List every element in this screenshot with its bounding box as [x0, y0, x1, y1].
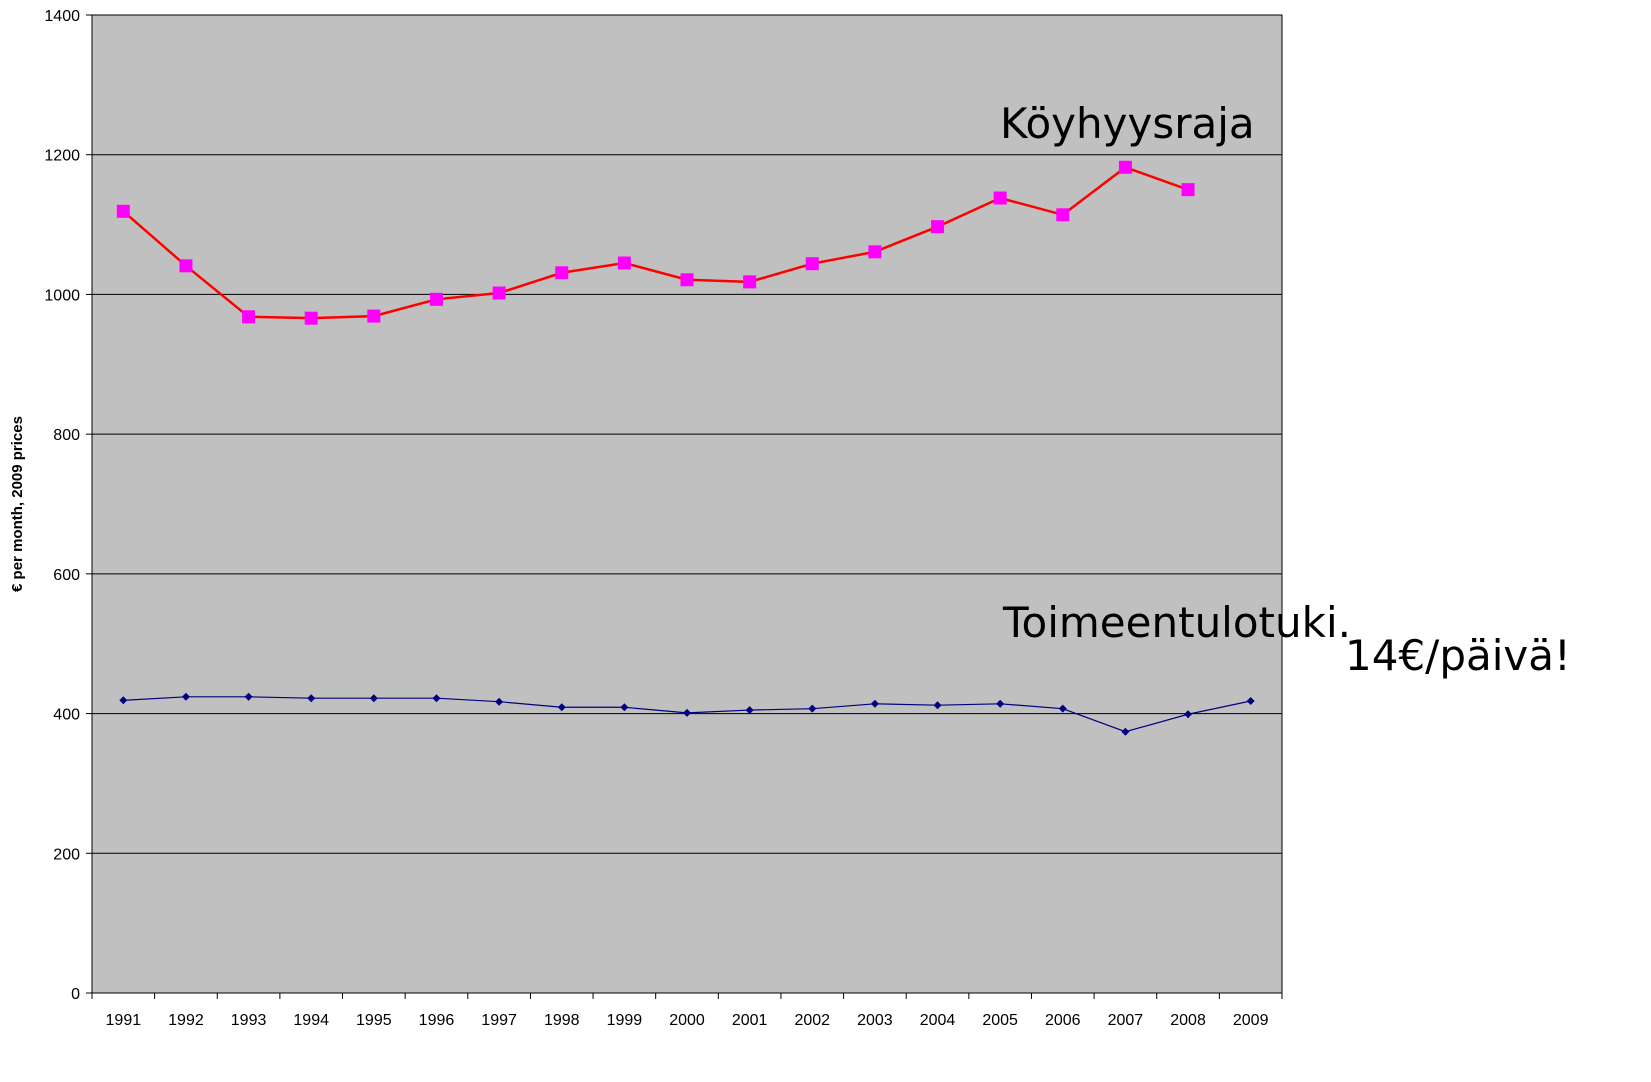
marker	[870, 699, 879, 708]
x-tick-label: 2000	[669, 1012, 705, 1029]
annotation: 14€/päivä!	[1345, 631, 1571, 680]
marker	[996, 699, 1005, 708]
x-tick-label: 1999	[607, 1012, 643, 1029]
marker	[555, 266, 569, 280]
marker	[429, 292, 443, 306]
x-tick-label: 1992	[168, 1012, 204, 1029]
x-tick-label: 2005	[982, 1012, 1018, 1029]
y-tick-label: 1200	[44, 148, 80, 165]
plot-area	[92, 15, 1282, 993]
marker	[557, 703, 566, 712]
marker	[304, 311, 318, 325]
marker	[1118, 160, 1132, 174]
marker	[244, 692, 253, 701]
marker	[745, 706, 754, 715]
x-tick-label: 2008	[1170, 1012, 1206, 1029]
x-tick-label: 2007	[1108, 1012, 1144, 1029]
y-tick-label: 600	[53, 567, 80, 584]
marker	[369, 694, 378, 703]
x-tick-label: 2004	[920, 1012, 956, 1029]
marker	[492, 286, 506, 300]
marker	[683, 708, 691, 717]
x-tick-label: 1994	[293, 1012, 329, 1029]
marker	[933, 701, 942, 710]
marker	[620, 703, 629, 712]
y-tick-label: 200	[53, 846, 80, 863]
y-tick-label: 1400	[44, 8, 80, 25]
marker	[868, 245, 882, 259]
marker	[495, 697, 504, 706]
marker	[116, 204, 130, 218]
marker	[1184, 710, 1193, 719]
marker	[931, 220, 945, 234]
x-tick-label: 2003	[857, 1012, 893, 1029]
y-tick-label: 1000	[44, 287, 80, 304]
marker	[242, 310, 256, 324]
marker	[432, 694, 441, 703]
x-tick-label: 1991	[106, 1012, 142, 1029]
x-tick-label: 2009	[1233, 1012, 1269, 1029]
marker	[307, 694, 316, 703]
marker	[1246, 696, 1255, 705]
marker	[1121, 727, 1130, 736]
x-tick-label: 2001	[732, 1012, 768, 1029]
series-line	[122, 165, 1189, 320]
y-tick-label: 800	[53, 427, 80, 444]
marker	[808, 704, 817, 713]
plot-border	[91, 14, 1283, 994]
x-tick-label: 2006	[1045, 1012, 1081, 1029]
y-tick-label: 400	[53, 707, 80, 724]
x-tick-label: 1996	[419, 1012, 455, 1029]
series-label: Köyhyysraja	[1000, 99, 1255, 148]
y-tick-label: 0	[71, 986, 80, 1003]
x-tick-label: 1995	[356, 1012, 392, 1029]
x-tick-label: 1997	[481, 1012, 517, 1029]
x-tick-label: 2002	[794, 1012, 830, 1029]
marker	[119, 696, 128, 705]
marker	[367, 309, 381, 323]
marker	[680, 273, 694, 287]
marker	[1056, 208, 1070, 222]
marker	[993, 191, 1007, 205]
marker	[181, 692, 190, 701]
marker	[179, 259, 193, 273]
marker	[743, 275, 757, 289]
marker	[1058, 704, 1067, 713]
marker	[805, 257, 819, 271]
series-label: Toimeentulotuki.	[1002, 598, 1351, 647]
marker	[617, 256, 631, 270]
x-tick-label: 1993	[231, 1012, 267, 1029]
x-tick-label: 1998	[544, 1012, 580, 1029]
marker	[1181, 183, 1195, 197]
y-axis-label: € per month, 2009 prices	[9, 416, 26, 592]
